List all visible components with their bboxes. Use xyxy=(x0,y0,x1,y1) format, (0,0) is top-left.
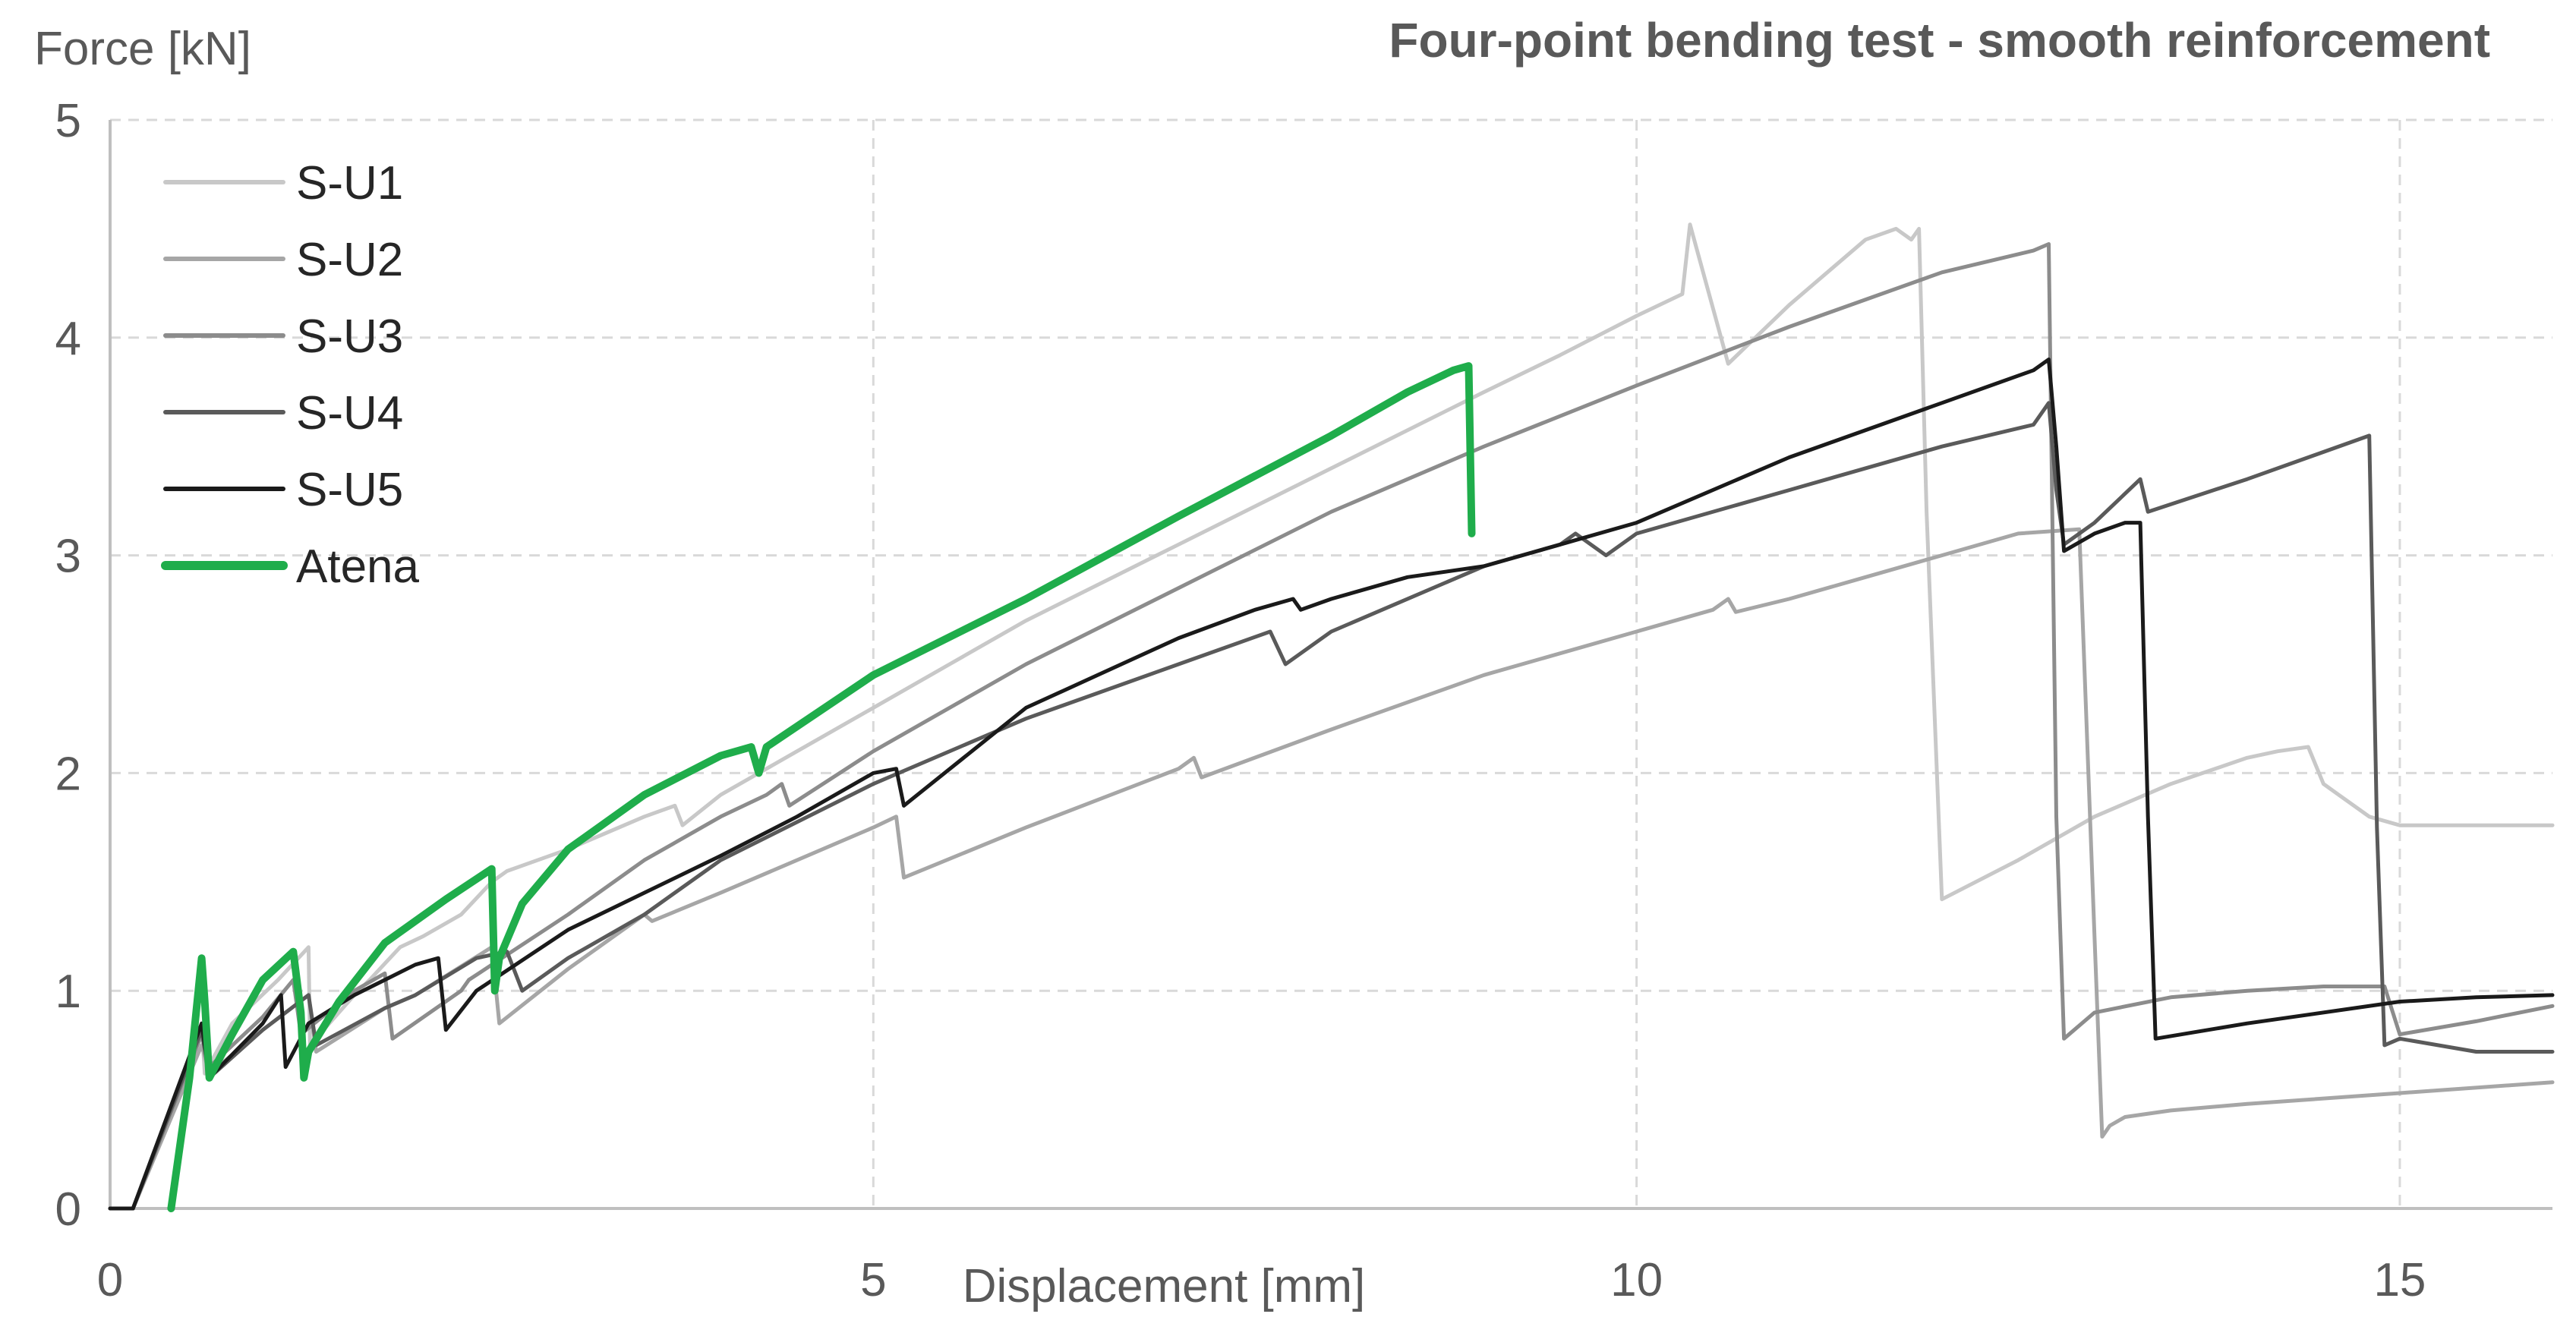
y-axis-title: Force [kN] xyxy=(34,23,251,75)
series-lines xyxy=(108,222,2555,1212)
series-line-s-u4 xyxy=(108,401,2555,1211)
legend-label-atena: Atena xyxy=(296,540,420,593)
legend-label-s-u5: S-U5 xyxy=(296,464,403,516)
y-tick-label: 0 xyxy=(55,1183,81,1236)
y-tick-label: 3 xyxy=(55,531,81,583)
legend: S-U1 S-U2 S-U3 S-U4 S-U5 Atena xyxy=(161,157,420,593)
x-tick-label: 5 xyxy=(860,1254,886,1306)
legend-label-s-u1: S-U1 xyxy=(296,157,403,210)
y-tick-label: 5 xyxy=(55,95,81,147)
series-line-s-u3 xyxy=(108,242,2555,1211)
series-line-s-u2 xyxy=(108,527,2555,1211)
tick-labels: 0 1 2 3 4 5 0 5 10 15 xyxy=(55,95,2426,1306)
legend-label-s-u3: S-U3 xyxy=(296,310,403,363)
chart-title: Four-point bending test - smooth reinfor… xyxy=(1389,13,2490,68)
axes xyxy=(109,120,2552,1210)
y-tick-label: 4 xyxy=(55,313,81,365)
series-line-atena xyxy=(167,362,1476,1212)
legend-label-s-u4: S-U4 xyxy=(296,387,403,440)
y-tick-label: 1 xyxy=(55,966,81,1018)
legend-label-s-u2: S-U2 xyxy=(296,234,403,286)
x-tick-label: 15 xyxy=(2373,1254,2426,1306)
x-tick-label: 10 xyxy=(1610,1254,1663,1306)
series-line-s-u5 xyxy=(108,358,2555,1211)
y-tick-label: 2 xyxy=(55,748,81,800)
series-line-s-u1 xyxy=(108,222,2555,1211)
gridlines xyxy=(110,118,2552,1208)
x-tick-label: 0 xyxy=(97,1254,123,1306)
x-axis-title: Displacement [mm] xyxy=(963,1260,1366,1312)
